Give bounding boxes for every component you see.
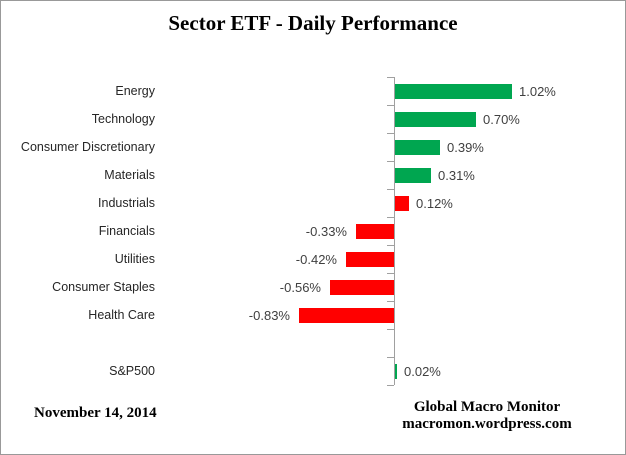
category-label: S&P500 [109, 364, 155, 378]
value-label: -0.33% [305, 223, 347, 239]
footer-source: Global Macro Monitor macromon.wordpress.… [337, 399, 625, 433]
axis-tick [387, 245, 394, 246]
bar [299, 308, 394, 323]
category-label: Consumer Staples [52, 280, 155, 294]
category-label: Financials [98, 224, 155, 238]
axis-tick [387, 133, 394, 134]
category-label: Utilities [114, 252, 155, 266]
footer-source-name: Global Macro Monitor [413, 399, 561, 415]
chart-title: Sector ETF - Daily Performance [168, 11, 458, 35]
axis-tick [387, 329, 394, 330]
axis-tick [387, 161, 394, 162]
category-label: Technology [91, 112, 155, 126]
axis-tick [387, 357, 394, 358]
bar [395, 84, 512, 99]
category-label: Consumer Discretionary [20, 140, 155, 154]
value-label: -0.56% [279, 279, 321, 295]
category-label: Industrials [98, 196, 155, 210]
axis-tick [387, 77, 394, 78]
value-label: -0.83% [248, 307, 290, 323]
value-label: 0.12% [416, 195, 453, 211]
value-label: 0.31% [438, 167, 475, 183]
category-label: Health Care [88, 308, 155, 322]
footer-date: November 14, 2014 [34, 405, 157, 421]
footer-source-url: macromon.wordpress.com [402, 416, 572, 432]
value-label: -0.42% [295, 251, 337, 267]
axis-tick [387, 273, 394, 274]
category-label: Materials [104, 168, 155, 182]
axis-tick [387, 105, 394, 106]
bar [395, 168, 431, 183]
axis-tick [387, 189, 394, 190]
bar [395, 140, 440, 155]
value-label: 1.02% [519, 83, 556, 99]
bar [395, 112, 476, 127]
axis-tick [387, 385, 394, 386]
bar [395, 196, 409, 211]
value-label: 0.02% [404, 363, 441, 379]
value-label: 0.39% [447, 139, 484, 155]
category-label: Energy [115, 84, 155, 98]
axis-tick [387, 217, 394, 218]
bar [395, 364, 397, 379]
bar [356, 224, 394, 239]
bar [346, 252, 394, 267]
value-axis [394, 77, 395, 385]
bar [330, 280, 394, 295]
value-label: 0.70% [483, 111, 520, 127]
axis-tick [387, 301, 394, 302]
